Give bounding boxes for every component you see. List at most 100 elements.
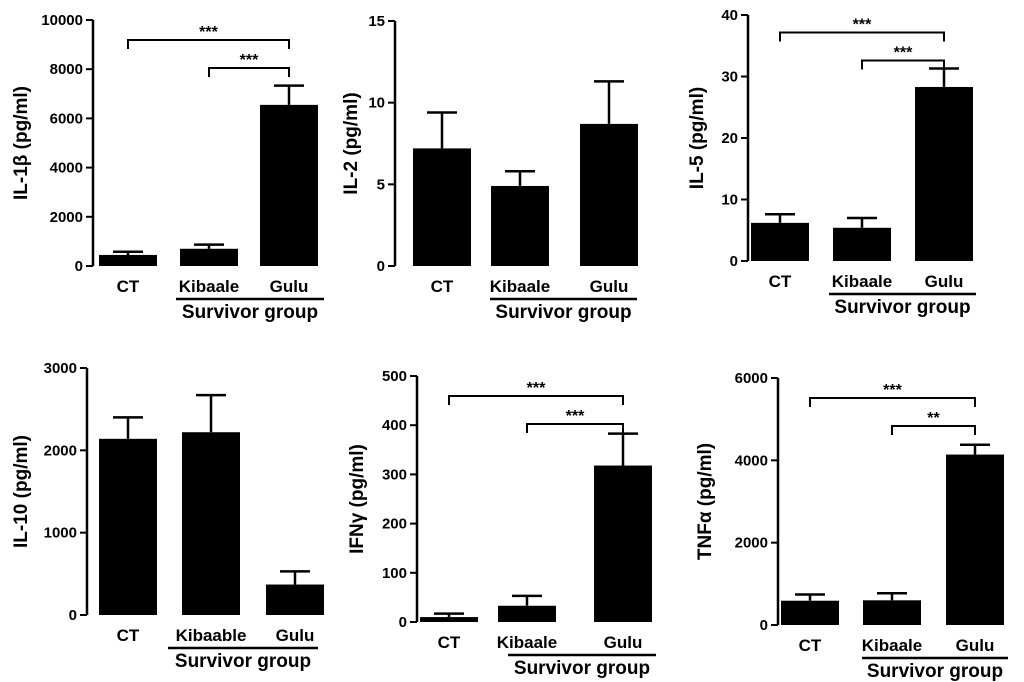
y-axis-title: IFNγ (pg/ml): [347, 444, 368, 554]
bar: [946, 454, 1004, 625]
bar: [833, 227, 891, 261]
y-tick-label: 0: [69, 607, 77, 624]
category-label: Gulu: [276, 626, 315, 645]
significance-bracket: [526, 423, 624, 433]
category-label: Kibaale: [862, 636, 922, 655]
y-tick-label: 8000: [50, 61, 83, 78]
bar: [491, 185, 549, 266]
y-tick-label: 0: [399, 614, 407, 631]
y-tick-label: 300: [382, 466, 407, 483]
y-tick-label: 20: [721, 130, 738, 147]
chart-1: 0 2000 4000 6000 8000 10000 IL-1β (pg/ml) CT Kib…: [11, 12, 324, 323]
group-label: Survivor group: [175, 651, 311, 672]
group-label: Survivor group: [495, 302, 631, 323]
category-label: Kibaale: [497, 633, 557, 652]
y-tick-label: 2000: [50, 209, 83, 226]
bar: [420, 617, 478, 622]
y-tick-label: 6000: [50, 110, 83, 127]
bar: [781, 600, 839, 625]
group-label: Survivor group: [514, 658, 650, 679]
bar: [751, 222, 809, 261]
y-tick-label: 0: [730, 253, 738, 270]
bar: [594, 465, 652, 622]
category-label: Gulu: [956, 636, 995, 655]
y-tick-label: 2000: [735, 535, 768, 552]
bar: [180, 248, 238, 266]
category-label: Gulu: [925, 272, 964, 291]
category-label: CT: [799, 636, 822, 655]
bar: [99, 438, 157, 615]
y-tick-label: 40: [721, 7, 738, 24]
category-label: Gulu: [590, 277, 629, 296]
y-tick-label: 10: [721, 192, 738, 209]
y-tick-label: 15: [368, 13, 385, 30]
y-tick-label: 500: [382, 368, 407, 385]
significance-label: ***: [199, 24, 218, 41]
significance-bracket: [208, 67, 290, 77]
significance-label: ***: [894, 45, 913, 62]
chart-2: 0 5 10 15 IL-2 (pg/ml) CT Kibaale Gulu Survivor …: [341, 13, 638, 323]
category-label: Kibaale: [490, 277, 550, 296]
y-tick-label: 5: [377, 176, 385, 193]
bar: [863, 600, 921, 625]
y-tick-label: 100: [382, 565, 407, 582]
bar: [413, 148, 471, 266]
bar: [580, 123, 638, 267]
category-label: CT: [117, 277, 140, 296]
significance-bracket: [861, 59, 945, 70]
y-tick-label: 0: [377, 258, 385, 275]
category-label: CT: [769, 272, 792, 291]
bar: [498, 605, 556, 622]
group-label: Survivor group: [182, 302, 318, 323]
group-label: Survivor group: [867, 661, 1003, 682]
significance-label: ***: [527, 380, 546, 397]
y-tick-label: 6000: [735, 370, 768, 387]
group-label: Survivor group: [834, 297, 970, 318]
significance-label: ***: [883, 382, 902, 399]
y-tick-label: 0: [75, 258, 83, 275]
y-tick-label: 4000: [735, 452, 768, 469]
bar: [260, 104, 318, 267]
category-label: CT: [438, 633, 461, 652]
y-tick-label: 1000: [44, 525, 77, 542]
y-axis-title: TNFα (pg/ml): [695, 443, 716, 560]
y-tick-label: 4000: [50, 160, 83, 177]
y-axis-title: IL-1β (pg/ml): [11, 86, 32, 200]
y-tick-label: 10000: [41, 12, 83, 29]
y-axis-title: IL-2 (pg/ml): [341, 92, 362, 194]
y-tick-label: 2000: [44, 442, 77, 459]
category-label: CT: [117, 626, 140, 645]
bar: [266, 584, 324, 615]
category-label: Kibaale: [179, 277, 239, 296]
bar: [99, 254, 157, 266]
chart-5: 0 100 200 300 400 500 IFNγ (pg/ml) CT Kibaale Gul…: [347, 368, 656, 679]
y-tick-label: 10: [368, 95, 385, 112]
category-label: Kibaale: [832, 272, 892, 291]
y-tick-label: 400: [382, 417, 407, 434]
significance-label: ***: [240, 52, 259, 69]
y-tick-label: 0: [760, 617, 768, 634]
y-tick-label: 30: [721, 69, 738, 86]
category-label: Kibaable: [176, 626, 247, 645]
bar: [182, 432, 240, 615]
significance-bracket: [127, 39, 290, 49]
bar: [915, 86, 973, 261]
significance-label: ***: [853, 17, 872, 34]
category-label: Gulu: [604, 633, 643, 652]
y-tick-label: 3000: [44, 360, 77, 377]
chart-3: 0 10 20 30 40 IL-5 (pg/ml) CT Kibaale Gulu Surviv…: [687, 7, 976, 318]
y-axis-title: IL-5 (pg/ml): [687, 87, 708, 189]
category-label: Gulu: [270, 277, 309, 296]
significance-bracket: [809, 397, 976, 407]
y-tick-label: 200: [382, 516, 407, 533]
significance-bracket: [779, 31, 945, 42]
significance-label: ***: [566, 408, 585, 425]
category-label: CT: [431, 277, 454, 296]
significance-bracket: [448, 395, 624, 405]
y-axis-title: IL-10 (pg/ml): [11, 435, 32, 548]
chart-4: 0 1000 2000 3000 IL-10 (pg/ml) CT Kibaable Gulu…: [11, 360, 324, 672]
significance-bracket: [891, 425, 976, 435]
significance-label: **: [927, 410, 940, 427]
chart-6: 0 2000 4000 6000 TNFα (pg/ml) CT Kibaale Gulu Su…: [695, 370, 1008, 682]
